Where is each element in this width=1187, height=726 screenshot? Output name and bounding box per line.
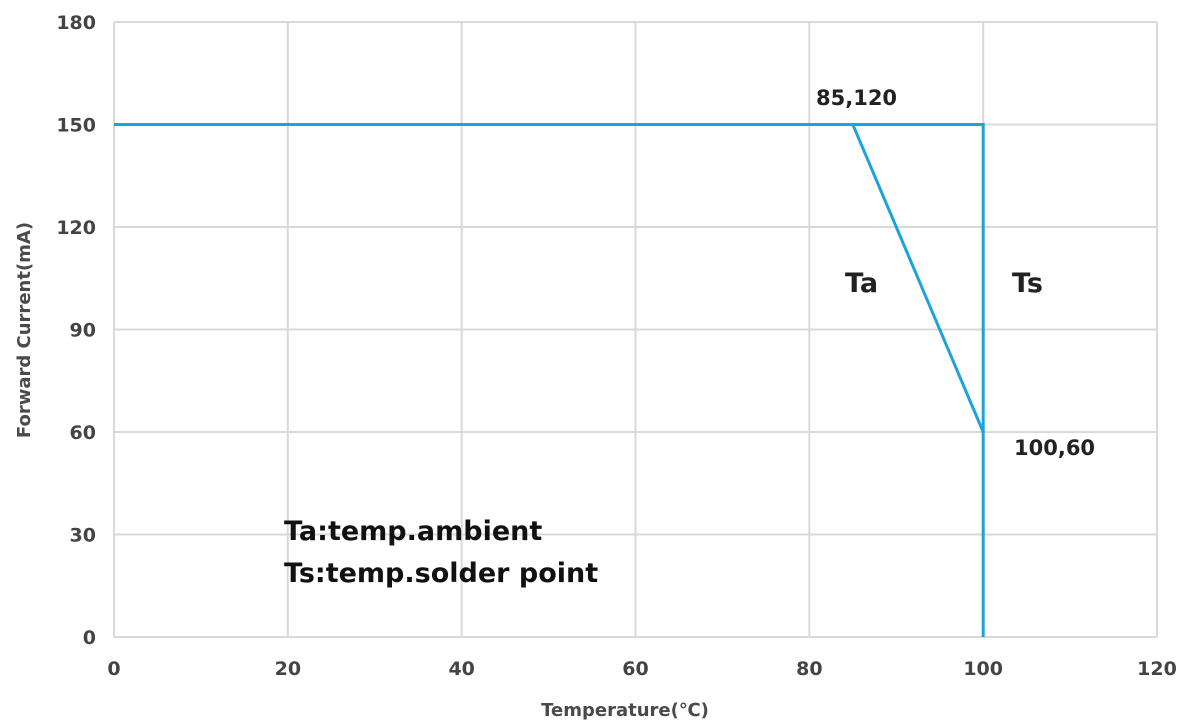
x-tick-label: 120 <box>1137 658 1177 680</box>
series-label-ts: Ts <box>1012 268 1043 299</box>
y-tick-label: 120 <box>56 217 96 239</box>
legend-note: Ts:temp.solder point <box>284 558 598 589</box>
annotation-label: 100,60 <box>1014 436 1095 460</box>
x-tick-label: 0 <box>107 658 120 680</box>
y-tick-label: 150 <box>56 115 96 137</box>
x-tick-label: 100 <box>963 658 1003 680</box>
y-tick-label: 0 <box>83 627 96 649</box>
y-tick-labels: 0 30 60 90 120 150 180 <box>56 12 96 649</box>
y-tick-label: 180 <box>56 12 96 34</box>
series-lines <box>114 123 985 637</box>
x-tick-labels: 0 20 40 60 80 100 120 <box>107 658 1176 680</box>
y-tick-label: 30 <box>70 525 96 547</box>
x-axis-title: Temperature(℃) <box>541 700 709 721</box>
x-tick-label: 40 <box>448 658 474 680</box>
x-tick-label: 80 <box>796 658 822 680</box>
series-label-ta: Ta <box>845 268 878 299</box>
x-tick-label: 60 <box>622 658 648 680</box>
annotation-label: 85,120 <box>816 86 897 110</box>
grid-lines <box>113 21 1158 638</box>
y-tick-label: 90 <box>70 320 96 342</box>
x-tick-label: 20 <box>275 658 301 680</box>
series-line-ts <box>114 123 985 637</box>
y-tick-label: 60 <box>70 422 96 444</box>
legend-note: Ta:temp.ambient <box>284 516 542 547</box>
y-axis-title: Forward Current(mA) <box>14 222 35 438</box>
